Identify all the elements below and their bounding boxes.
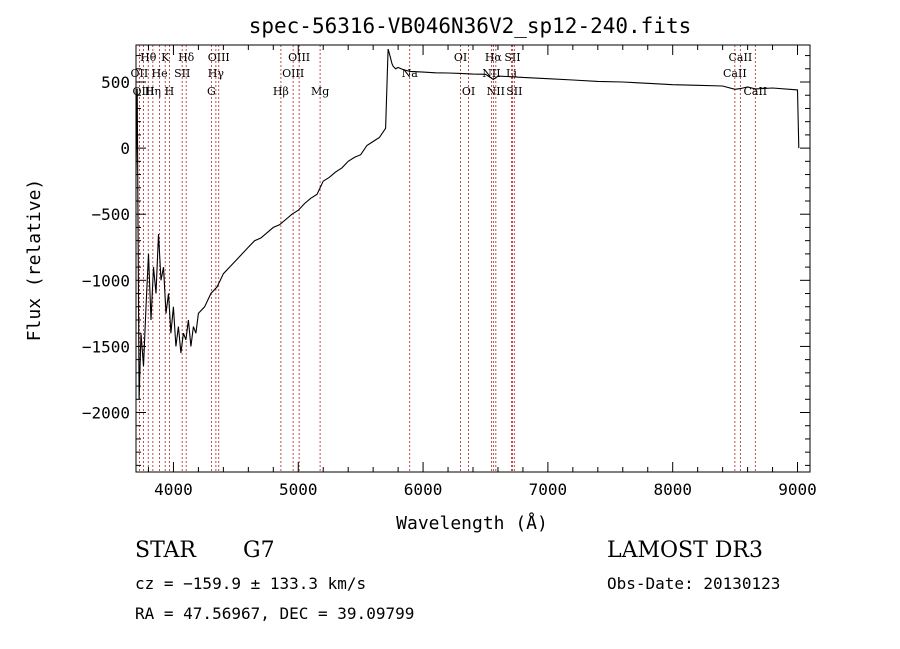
redshift-velocity: cz = −159.9 ± 133.3 km/s (135, 574, 367, 593)
line-label: SII (174, 67, 190, 80)
line-label: OIII (288, 51, 310, 64)
y-axis-label: Flux (relative) (24, 179, 45, 342)
line-label: Hγ (208, 67, 225, 80)
line-label: Hθ (140, 51, 157, 64)
line-label: He (152, 67, 168, 80)
line-label: Li (506, 67, 517, 80)
y-tick-label: −1000 (82, 271, 130, 290)
x-tick-label: 9000 (778, 480, 817, 499)
line-label: OIII (282, 67, 304, 80)
line-label: Hα (485, 51, 503, 64)
y-tick-label: 0 (120, 139, 130, 158)
coordinates: RA = 47.56967, DEC = 39.09799 (135, 604, 415, 623)
line-label: H (165, 85, 175, 98)
y-tick-label: −1500 (82, 337, 130, 356)
survey-label: LAMOST DR3 (607, 538, 763, 563)
y-tick-label: −500 (91, 205, 130, 224)
line-label: OI (462, 85, 475, 98)
line-label: Hδ (178, 51, 195, 64)
line-label: Hη (145, 85, 161, 98)
line-label: G (207, 85, 216, 98)
line-label: Mg (311, 85, 329, 98)
line-label: OIII (208, 51, 230, 64)
line-label: K (161, 51, 170, 64)
object-class: STAR (135, 538, 196, 563)
x-tick-label: 4000 (154, 480, 193, 499)
line-label: CaII (723, 67, 747, 80)
y-tick-labels: −2000 −1500 −1000 −500 0 500 (82, 73, 130, 422)
object-subclass: G7 (243, 538, 275, 563)
x-tick-label: 5000 (279, 480, 318, 499)
line-label: OII (131, 67, 149, 80)
emission-line-markers (138, 45, 756, 472)
line-label: SII (506, 85, 522, 98)
line-label: SII (504, 51, 520, 64)
x-tick-label: 7000 (529, 480, 568, 499)
x-tick-labels: 4000 5000 6000 7000 8000 9000 (154, 480, 817, 499)
line-label: Hβ (273, 85, 289, 98)
line-label: CaII (729, 51, 753, 64)
line-label: Na (402, 67, 419, 80)
y-tick-label: −2000 (82, 404, 130, 423)
chart-title: spec-56316-VB046N36V2_sp12-240.fits (249, 14, 692, 38)
spectrum-line (135, 48, 800, 400)
line-label: NII (482, 67, 500, 80)
line-label: NII (487, 85, 505, 98)
x-tick-label: 6000 (404, 480, 443, 499)
observation-date: Obs-Date: 20130123 (607, 574, 781, 593)
x-axis-label: Wavelength (Å) (396, 512, 548, 534)
line-label: OI (454, 51, 467, 64)
y-tick-label: 500 (101, 73, 130, 92)
axis-ticks (136, 45, 810, 472)
x-tick-label: 8000 (653, 480, 692, 499)
